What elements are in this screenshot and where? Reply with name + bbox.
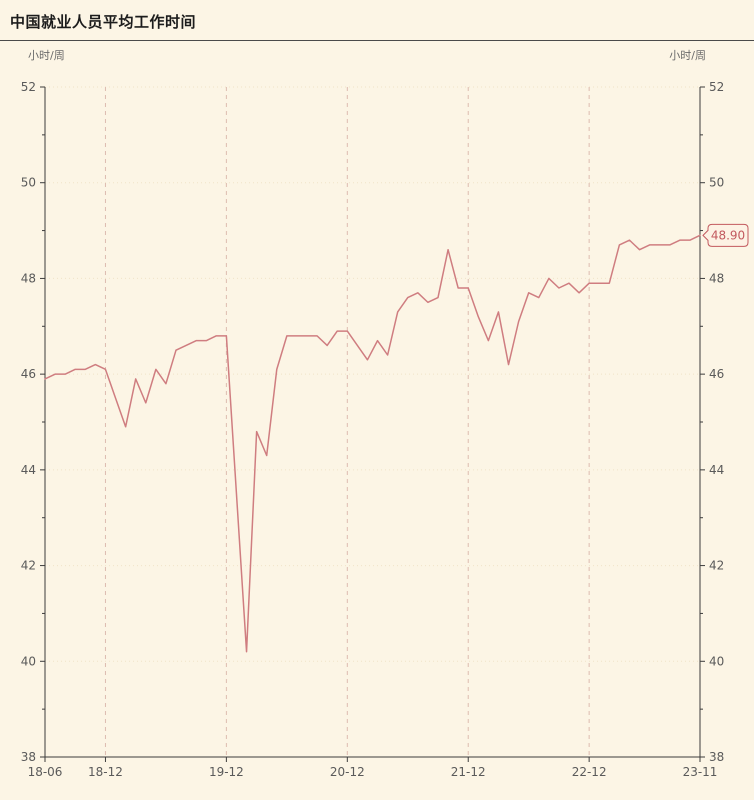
badge-callout-shape	[702, 223, 749, 247]
x-tick-label: 23-11	[683, 765, 718, 779]
chart-title: 中国就业人员平均工作时间	[10, 13, 197, 31]
y-tick-label-left: 38	[21, 750, 36, 764]
y-tick-label-right: 44	[709, 463, 724, 477]
y-tick-label-right: 52	[709, 80, 724, 94]
y-tick-label-right: 38	[709, 750, 724, 764]
y-tick-label-left: 50	[21, 176, 36, 190]
y-tick-label-left: 52	[21, 80, 36, 94]
y-tick-label-right: 48	[709, 271, 724, 285]
axis-units-row: 小时/周 小时/周	[0, 41, 754, 63]
axes	[40, 86, 705, 762]
x-tick-label: 20-12	[330, 765, 365, 779]
x-tick-label: 18-12	[88, 765, 123, 779]
y-tick-label-left: 46	[21, 367, 36, 381]
y-tick-label-right: 42	[709, 559, 724, 573]
y-tick-label-left: 44	[21, 463, 36, 477]
y-axis-labels: 38 38 40 40 42 42 44 44 46 46 48 48 50 50 52 52	[21, 80, 725, 764]
title-divider	[0, 40, 754, 41]
y-tick-label-right: 50	[709, 176, 724, 190]
series-line	[44, 234, 701, 653]
y-axis-unit-left: 小时/周	[28, 49, 65, 62]
y-tick-label-left: 42	[21, 559, 36, 573]
y-axis-unit-right: 小时/周	[669, 49, 706, 62]
y-tick-label-right: 40	[709, 654, 724, 668]
x-tick-label: 21-12	[451, 765, 486, 779]
x-tick-label: 18-06	[28, 765, 63, 779]
y-tick-label-left: 40	[21, 654, 36, 668]
x-tick-label: 22-12	[572, 765, 607, 779]
x-tick-label: 19-12	[209, 765, 244, 779]
last-value-label: 48.90	[711, 228, 745, 242]
last-value-badge: 48.90	[702, 223, 749, 247]
y-tick-label-right: 46	[709, 367, 724, 381]
y-tick-label-left: 48	[21, 271, 36, 285]
x-axis-labels: 18-06 18-12 19-12 20-12 21-12 22-12 23-11	[28, 765, 718, 779]
